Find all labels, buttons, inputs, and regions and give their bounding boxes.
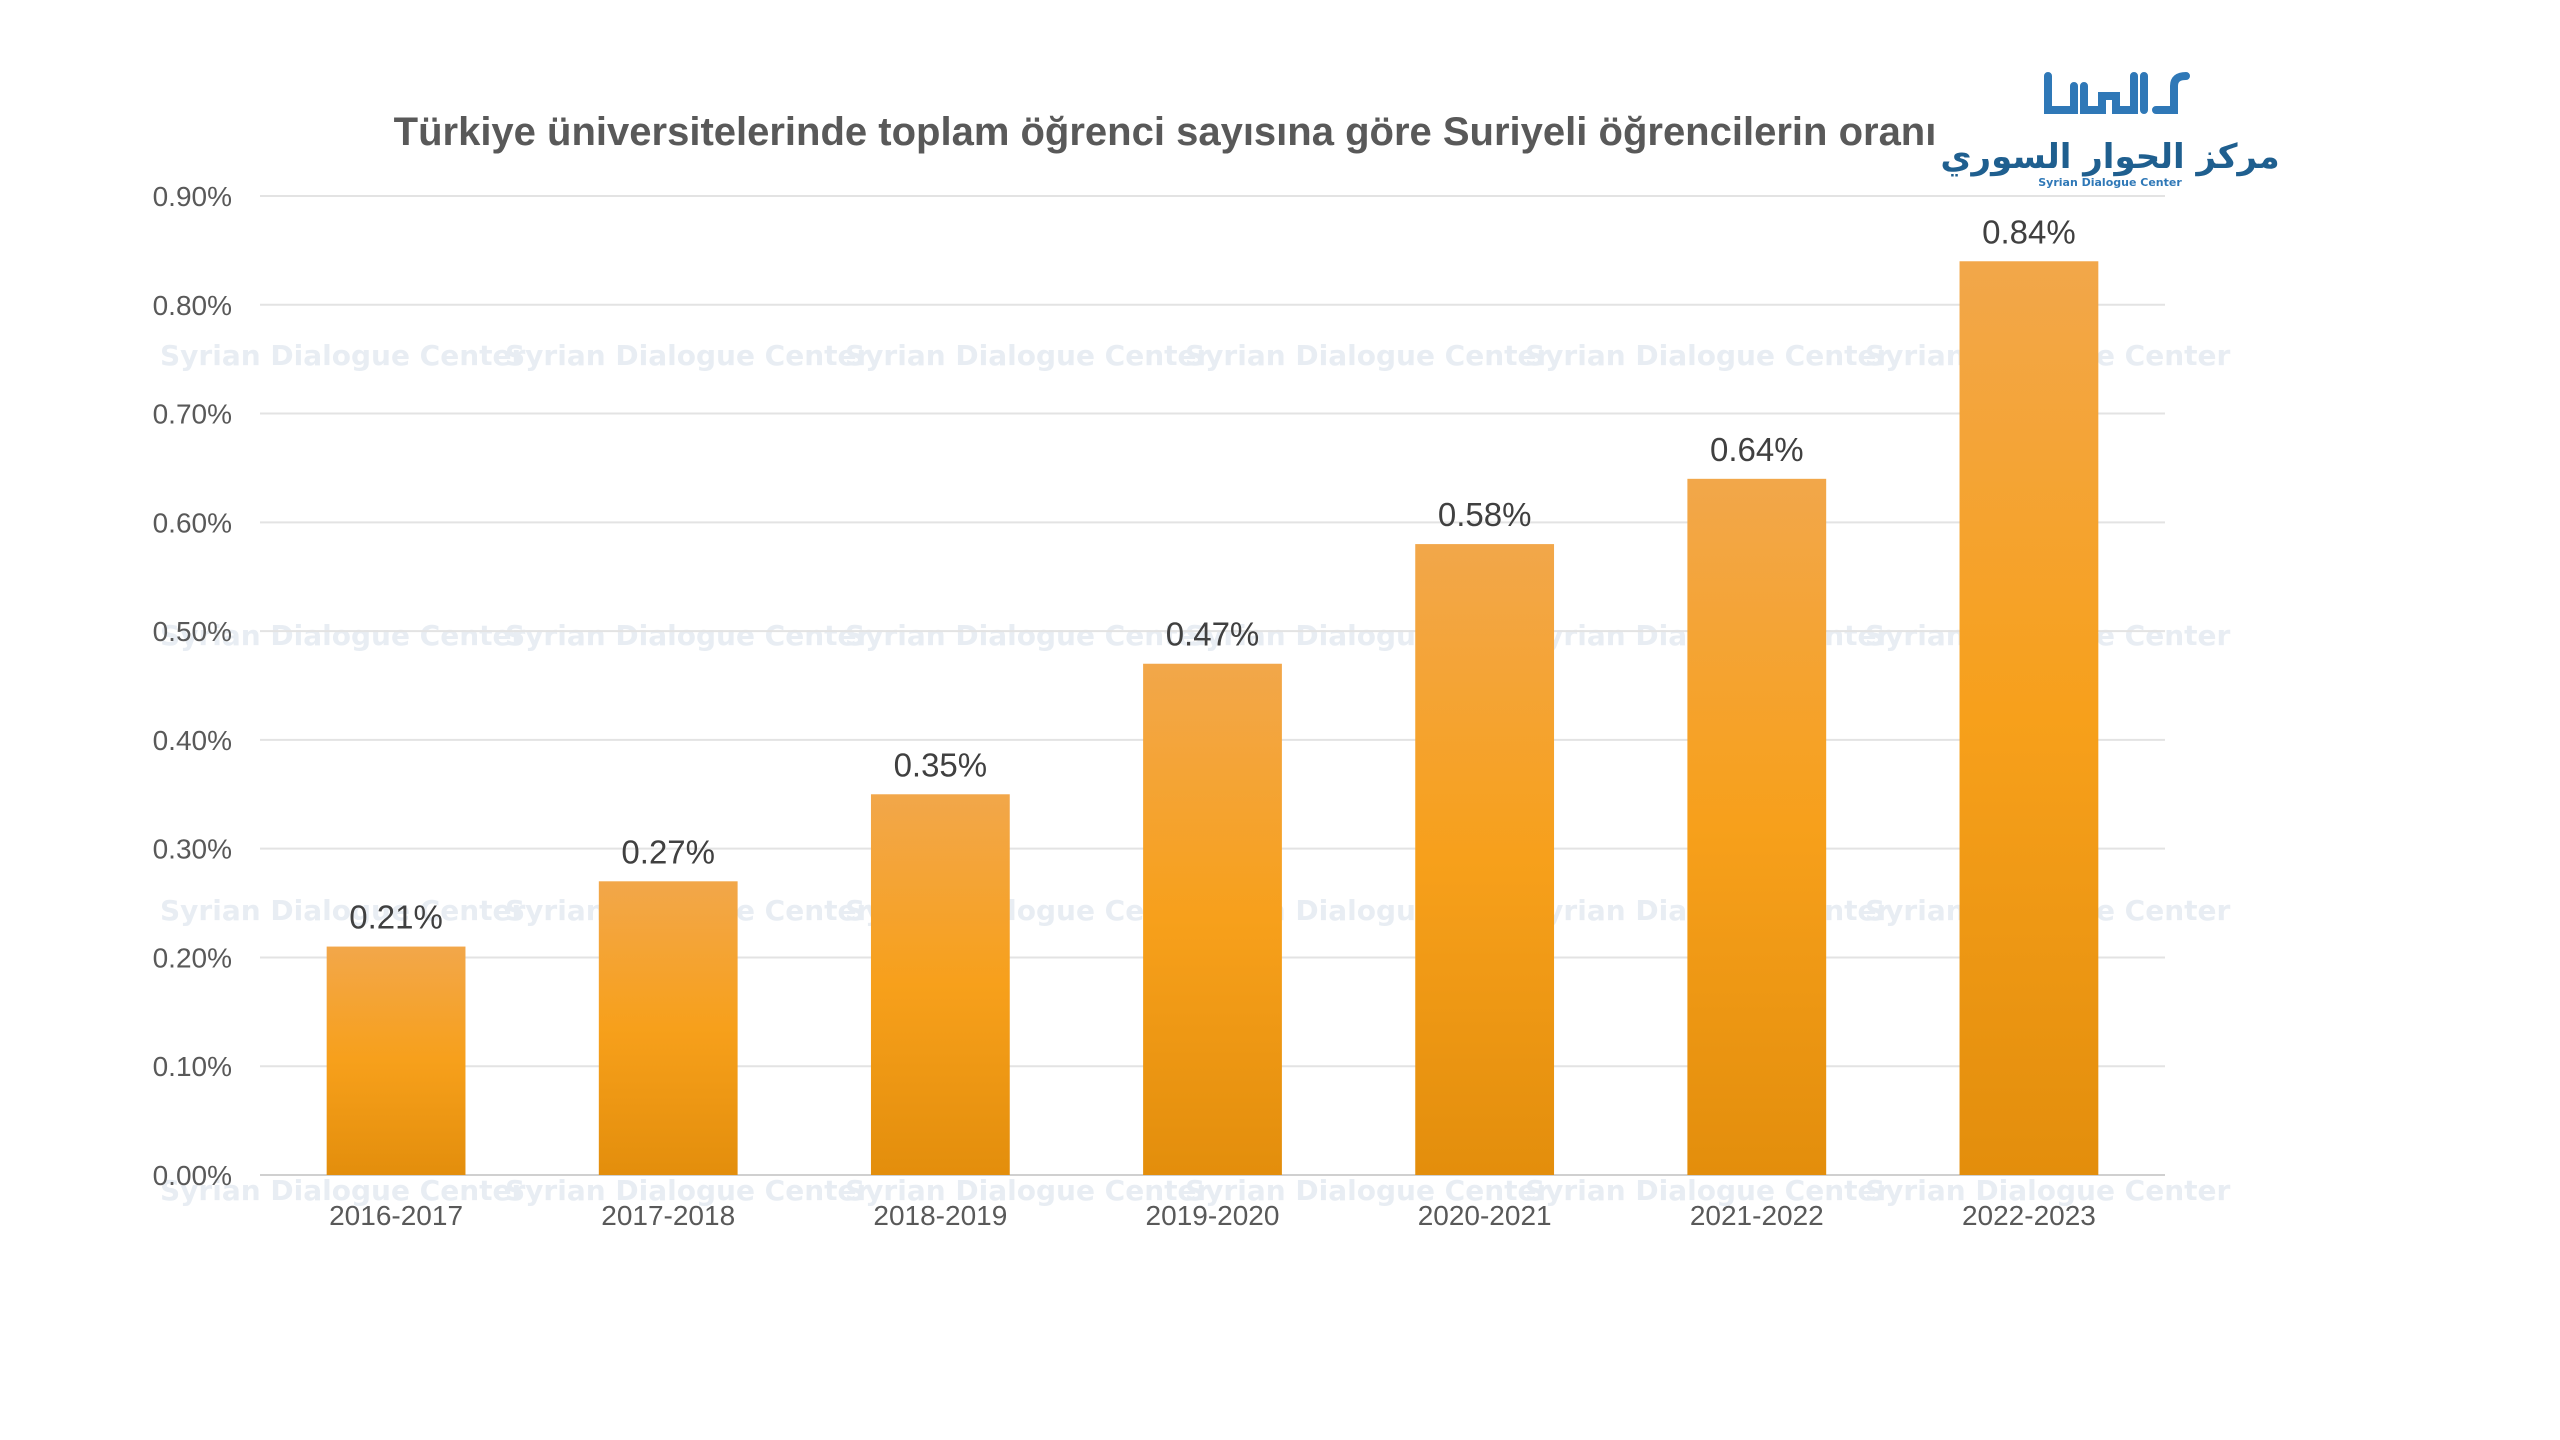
x-tick-label: 2019-2020 (1146, 1200, 1280, 1231)
data-label: 0.21% (349, 899, 443, 936)
y-tick-label: 0.30% (153, 834, 232, 865)
watermark-text: Syrian Dialogue Center (505, 1174, 871, 1207)
x-tick-label: 2016-2017 (329, 1200, 463, 1231)
data-label: 0.84% (1982, 213, 2076, 250)
watermark-text: Syrian Dialogue Center (505, 619, 871, 652)
x-tick-label: 2022-2023 (1962, 1200, 2096, 1231)
chart-title: Türkiye üniversitelerinde toplam öğrenci… (394, 110, 1937, 154)
logo-mark-icon (2044, 72, 2190, 114)
watermark-text: Syrian Dialogue Center (1865, 1174, 2231, 1207)
data-label: 0.35% (894, 746, 988, 783)
watermark-text: Syrian Dialogue Center (160, 894, 526, 927)
bars (326, 261, 2099, 1175)
data-label: 0.27% (621, 833, 715, 870)
watermark-text: Syrian Dialogue Center (505, 339, 871, 372)
x-axis-tick-labels: 2016-2017 2017-2018 2018-2019 2019-2020 2020… (329, 1200, 2096, 1231)
data-labels: 0.21% 0.27% 0.35% 0.47% 0.58% 0.64% 0.84% (349, 213, 2075, 935)
y-tick-label: 0.70% (153, 399, 232, 430)
data-label: 0.58% (1438, 496, 1532, 533)
bar (1687, 478, 1827, 1175)
watermark-text: Syrian Dialogue Center (1525, 1174, 1891, 1207)
bar (326, 946, 466, 1175)
watermark-text: Syrian Dialogue Center (845, 1174, 1211, 1207)
y-axis-tick-labels: 0.00% 0.10% 0.20% 0.30% 0.40% 0.50% 0.60% 0.70%… (153, 181, 232, 1191)
logo: مركز الحوار السوري Syrian Dialogue Cente… (1940, 72, 2280, 189)
y-tick-label: 0.40% (153, 725, 232, 756)
logo-arabic-script: مركز الحوار السوري (1940, 137, 2279, 177)
y-tick-label: 0.20% (153, 942, 232, 973)
bar (598, 881, 738, 1175)
y-tick-label: 0.10% (153, 1051, 232, 1082)
bar (1143, 663, 1282, 1175)
y-tick-label: 0.50% (153, 616, 232, 647)
logo-subtitle: Syrian Dialogue Center (2038, 176, 2182, 189)
x-tick-label: 2020-2021 (1418, 1200, 1552, 1231)
watermark-text: Syrian Dialogue Center (845, 339, 1211, 372)
y-tick-label: 0.60% (153, 507, 232, 538)
watermark-text: Syrian Dialogue Center (160, 339, 526, 372)
watermark-text: Syrian Dialogue Center (1185, 339, 1551, 372)
y-tick-label: 0.00% (153, 1160, 232, 1191)
watermark-text: Syrian Dialogue Center (845, 619, 1211, 652)
watermark-text: Syrian Dialogue Center (160, 619, 526, 652)
watermark-text: Syrian Dialogue Center (160, 1174, 526, 1207)
bar (1959, 261, 2099, 1175)
x-tick-label: 2021-2022 (1690, 1200, 1824, 1231)
data-label: 0.47% (1166, 616, 1260, 653)
x-tick-label: 2017-2018 (601, 1200, 735, 1231)
bar (870, 794, 1010, 1175)
x-tick-label: 2018-2019 (873, 1200, 1007, 1231)
y-tick-label: 0.80% (153, 290, 232, 321)
bar (1415, 544, 1555, 1175)
y-tick-label: 0.90% (153, 181, 232, 212)
data-label: 0.64% (1710, 431, 1804, 468)
watermark-text: Syrian Dialogue Center (1185, 1174, 1551, 1207)
watermark-text: Syrian Dialogue Center (1525, 339, 1891, 372)
